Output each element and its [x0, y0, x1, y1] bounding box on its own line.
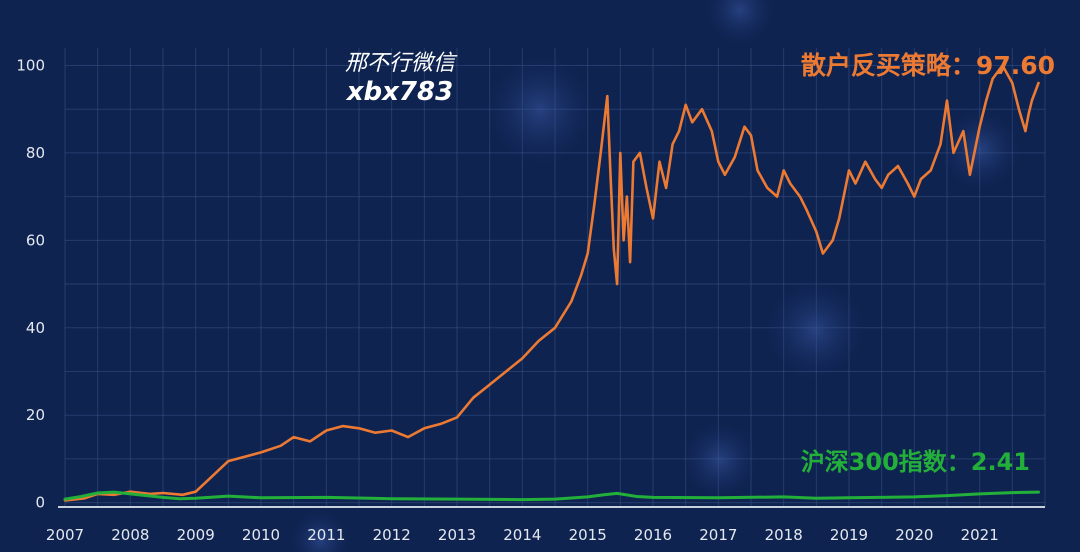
y-tick-label: 60 — [26, 231, 45, 249]
x-axis-ticks: 2007 2008 2009 2010 2011 2012 2013 2014 2015 2016… — [46, 526, 999, 544]
watermark-line-2: xbx783 — [345, 77, 453, 107]
y-axis-ticks: 0 20 40 60 80 100 — [16, 56, 45, 511]
x-tick-label: 2009 — [177, 526, 215, 544]
y-tick-label: 80 — [26, 144, 45, 162]
y-tick-label: 20 — [26, 406, 45, 424]
x-tick-label: 2019 — [830, 526, 868, 544]
x-tick-label: 2008 — [111, 526, 149, 544]
chart-grid — [64, 48, 1046, 507]
y-tick-label: 0 — [35, 494, 45, 512]
y-tick-label: 40 — [26, 319, 45, 337]
watermark-line-1: 邢不行微信 — [345, 51, 458, 76]
x-tick-label: 2016 — [634, 526, 672, 544]
x-tick-label: 2011 — [307, 526, 345, 544]
bokeh-decoration — [290, 0, 1020, 552]
y-tick-label: 100 — [16, 56, 45, 74]
x-tick-label: 2018 — [765, 526, 803, 544]
x-tick-label: 2013 — [438, 526, 476, 544]
index-annotation: 沪深300指数：2.41 — [801, 448, 1030, 476]
x-tick-label: 2017 — [699, 526, 737, 544]
x-tick-label: 2015 — [569, 526, 607, 544]
index-series-line — [63, 490, 1040, 502]
x-tick-label: 2010 — [242, 526, 280, 544]
x-tick-label: 2007 — [46, 526, 84, 544]
strategy-annotation: 散户反买策略：97.60 — [801, 51, 1055, 80]
x-tick-label: 2012 — [373, 526, 411, 544]
x-tick-label: 2021 — [961, 526, 999, 544]
x-tick-label: 2020 — [895, 526, 933, 544]
x-tick-label: 2014 — [503, 526, 541, 544]
strategy-series-line — [63, 64, 1040, 502]
chart-series — [63, 64, 1040, 502]
